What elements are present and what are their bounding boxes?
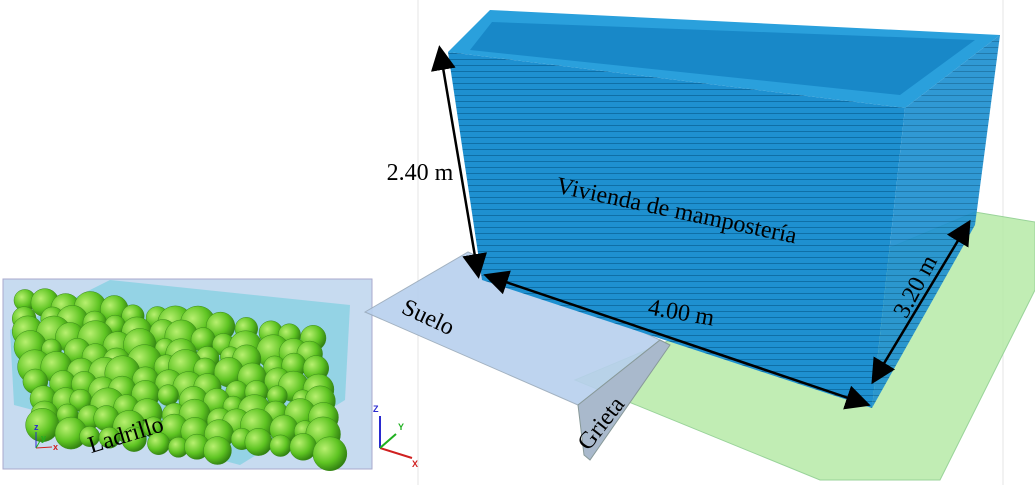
main-axes: Z Y X: [373, 404, 418, 469]
sphere: [121, 426, 147, 452]
sphere: [269, 434, 292, 457]
inset-panel: Ladrillo z y x: [2, 278, 373, 472]
axis-label: y: [41, 433, 46, 443]
dim-arrow: [871, 219, 971, 385]
dim-arrow: [431, 45, 487, 279]
sphere: [203, 436, 232, 465]
axis-label: x: [53, 442, 58, 452]
sphere: [157, 384, 179, 406]
sphere: [244, 428, 273, 456]
sphere: [289, 433, 317, 461]
axis-label: X: [412, 459, 418, 469]
axis-label: Z: [373, 404, 379, 414]
axis-label: Y: [398, 422, 404, 432]
axis: [35, 446, 53, 449]
height-label: 2.40 m: [387, 160, 454, 186]
sphere: [98, 426, 121, 449]
axis: [379, 447, 413, 459]
axis-label: z: [34, 422, 39, 432]
dim-arrow: [483, 270, 871, 410]
sphere: [312, 436, 348, 472]
house-inner: [470, 22, 975, 95]
axis: [35, 440, 41, 449]
axis: [379, 433, 397, 449]
inset-axes: z y x: [34, 422, 58, 452]
brick-spheres: [11, 288, 348, 472]
